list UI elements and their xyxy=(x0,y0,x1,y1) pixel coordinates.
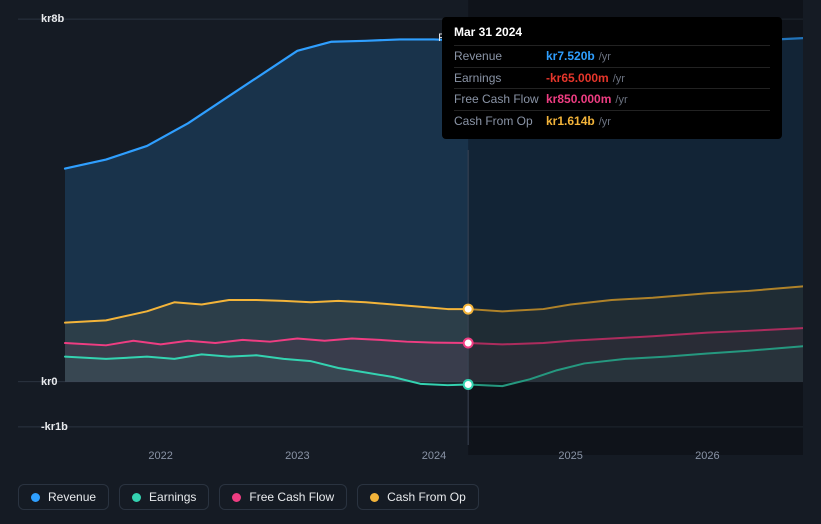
legend-label: Free Cash Flow xyxy=(249,490,334,504)
tooltip-row: Earnings-kr65.000m/yr xyxy=(454,67,770,89)
legend-dot-icon xyxy=(370,493,379,502)
tooltip-metric-unit: /yr xyxy=(615,92,627,109)
y-axis-label: -kr1b xyxy=(41,421,68,433)
tooltip-metric-value: kr850.000m xyxy=(546,90,611,108)
tooltip: Mar 31 2024 Revenuekr7.520b/yrEarnings-k… xyxy=(442,17,782,139)
tooltip-metric-unit: /yr xyxy=(599,114,611,131)
tooltip-metric-label: Earnings xyxy=(454,69,546,87)
legend-label: Cash From Op xyxy=(387,490,466,504)
legend-item-cash-from-op[interactable]: Cash From Op xyxy=(357,484,479,510)
tooltip-metric-label: Free Cash Flow xyxy=(454,90,546,108)
legend-label: Revenue xyxy=(48,490,96,504)
tooltip-metric-value: kr7.520b xyxy=(546,47,595,65)
tooltip-metric-label: Revenue xyxy=(454,47,546,65)
x-axis-label: 2025 xyxy=(558,450,582,462)
y-axis-label: kr0 xyxy=(41,376,58,388)
legend-dot-icon xyxy=(132,493,141,502)
tooltip-row: Free Cash Flowkr850.000m/yr xyxy=(454,88,770,110)
tooltip-date: Mar 31 2024 xyxy=(454,25,770,39)
tooltip-metric-unit: /yr xyxy=(613,71,625,88)
x-axis-label: 2024 xyxy=(422,450,446,462)
x-axis-label: 2022 xyxy=(148,450,172,462)
legend-label: Earnings xyxy=(149,490,196,504)
legend-dot-icon xyxy=(31,493,40,502)
x-axis-label: 2026 xyxy=(695,450,719,462)
tooltip-metric-value: kr1.614b xyxy=(546,112,595,130)
legend-item-free-cash-flow[interactable]: Free Cash Flow xyxy=(219,484,347,510)
tooltip-row: Cash From Opkr1.614b/yr xyxy=(454,110,770,132)
tooltip-row: Revenuekr7.520b/yr xyxy=(454,45,770,67)
legend: Revenue Earnings Free Cash Flow Cash From O… xyxy=(18,484,479,510)
legend-item-earnings[interactable]: Earnings xyxy=(119,484,209,510)
y-axis-label: kr8b xyxy=(41,13,64,25)
legend-dot-icon xyxy=(232,493,241,502)
tooltip-metric-unit: /yr xyxy=(599,49,611,66)
tooltip-metric-label: Cash From Op xyxy=(454,112,546,130)
tooltip-metric-value: -kr65.000m xyxy=(546,69,609,87)
legend-item-revenue[interactable]: Revenue xyxy=(18,484,109,510)
x-axis-label: 2023 xyxy=(285,450,309,462)
